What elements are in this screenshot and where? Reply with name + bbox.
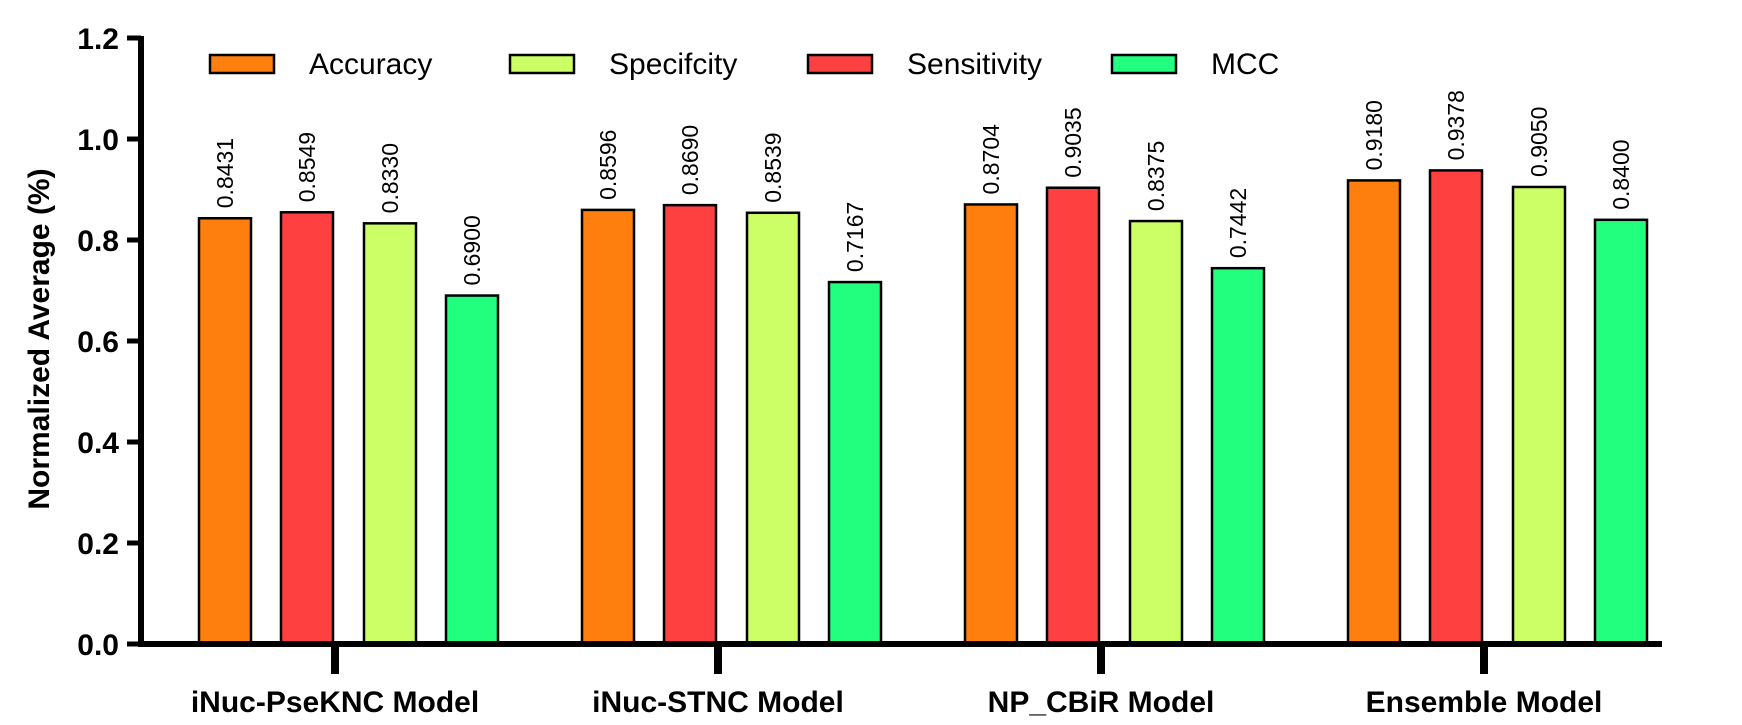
legend-label-accuracy: Accuracy (309, 48, 432, 81)
y-tick-label-0-8: 0.8 (77, 225, 119, 258)
data-label-specifcity-np-cbir-model: 0.8375 (1143, 141, 1169, 211)
bar-sensitivity-ensemble-model (1428, 169, 1484, 646)
bar-mcc-np-cbir-model (1210, 266, 1266, 646)
data-label-specifcity-inuc-stnc-model: 0.8539 (760, 132, 786, 202)
bar-specifcity-inuc-pseknc-model (362, 222, 418, 646)
y-tick-label-1-2: 1.2 (77, 23, 119, 56)
legend-label-sensitivity: Sensitivity (907, 48, 1042, 81)
data-labels: 0.8431 0.8596 0.8704 0.9180 0.8549 0.8690 0.90… (212, 90, 1634, 285)
bar-sensitivity-inuc-stnc-model (662, 203, 718, 646)
x-tick-label-np-cbir-model: NP_CBiR Model (988, 686, 1215, 719)
bar-accuracy-np-cbir-model (963, 203, 1019, 646)
data-label-sensitivity-np-cbir-model: 0.9035 (1060, 107, 1086, 177)
y-tick-label-1-0: 1.0 (77, 124, 119, 157)
bar-mcc-inuc-pseknc-model (444, 294, 500, 646)
y-tick-label-0-6: 0.6 (77, 326, 119, 359)
legend-swatch-specifcity (508, 53, 576, 75)
bar-sensitivity-inuc-pseknc-model (279, 211, 335, 646)
bar-accuracy-inuc-pseknc-model (197, 216, 253, 646)
bar-accuracy-ensemble-model (1346, 179, 1402, 646)
data-label-accuracy-np-cbir-model: 0.8704 (978, 124, 1004, 195)
legend-swatch-mcc (1110, 53, 1178, 75)
bar-sensitivity-np-cbir-model (1045, 186, 1101, 646)
data-label-accuracy-ensemble-model: 0.9180 (1361, 100, 1387, 170)
x-tick-label-inuc-stnc-model: iNuc-STNC Model (592, 686, 844, 719)
data-label-mcc-np-cbir-model: 0.7442 (1225, 188, 1251, 258)
bar-specifcity-inuc-stnc-model (745, 211, 801, 646)
data-label-accuracy-inuc-pseknc-model: 0.8431 (212, 138, 238, 208)
bars (197, 169, 1649, 646)
legend-swatch-accuracy (208, 53, 276, 75)
data-label-sensitivity-ensemble-model: 0.9378 (1443, 90, 1469, 160)
y-tick-label-0-4: 0.4 (77, 427, 119, 460)
y-tick-label-0-2: 0.2 (77, 528, 119, 561)
bar-mcc-ensemble-model (1593, 218, 1649, 646)
data-label-mcc-ensemble-model: 0.8400 (1608, 139, 1634, 209)
bar-specifcity-np-cbir-model (1128, 219, 1184, 646)
x-tick-label-ensemble-model: Ensemble Model (1366, 686, 1603, 719)
legend-label-specifcity: Specifcity (609, 48, 737, 81)
data-label-accuracy-inuc-stnc-model: 0.8596 (595, 130, 621, 200)
bar-accuracy-inuc-stnc-model (580, 208, 636, 646)
bar-specifcity-ensemble-model (1511, 185, 1567, 646)
y-axis-title: Normalized Average (%) (23, 168, 56, 509)
data-label-sensitivity-inuc-stnc-model: 0.8690 (677, 125, 703, 195)
data-label-specifcity-ensemble-model: 0.9050 (1526, 107, 1552, 177)
legend: Accuracy Specifcity Sensitivity MCC (208, 48, 1279, 81)
bar-mcc-inuc-stnc-model (827, 280, 883, 646)
data-label-sensitivity-inuc-pseknc-model: 0.8549 (294, 132, 320, 202)
legend-swatch-sensitivity (806, 53, 874, 75)
axes: 0.0 0.2 0.4 0.6 0.8 1.0 1.2 iNuc-PseKNC Model iN… (23, 23, 1662, 719)
y-tick-label-0-0: 0.0 (77, 629, 119, 662)
data-label-specifcity-inuc-pseknc-model: 0.8330 (377, 143, 403, 213)
x-tick-label-inuc-pseknc-model: iNuc-PseKNC Model (191, 686, 479, 719)
data-label-mcc-inuc-pseknc-model: 0.6900 (459, 215, 485, 285)
data-label-mcc-inuc-stnc-model: 0.7167 (842, 202, 868, 272)
legend-label-mcc: MCC (1211, 48, 1279, 81)
